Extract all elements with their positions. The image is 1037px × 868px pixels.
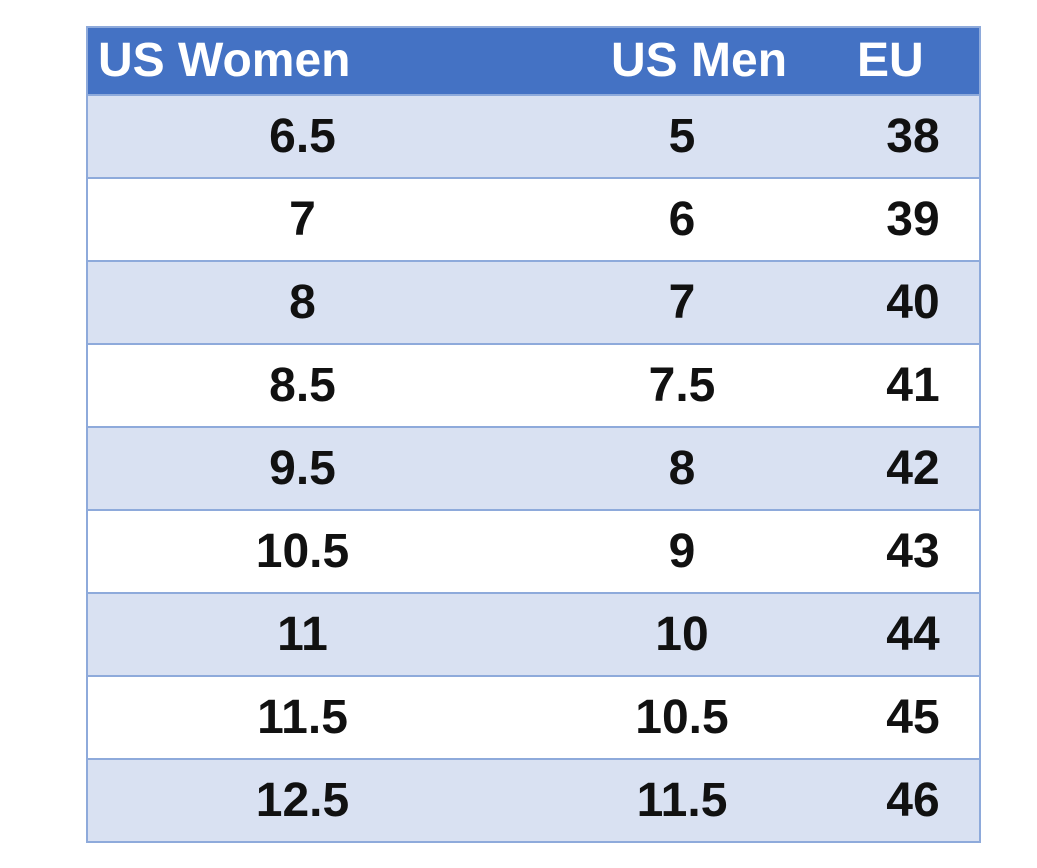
cell-eu: 43 [847, 509, 980, 593]
cell-us-women: 11 [87, 592, 517, 676]
header-row: US Women US Men EU [87, 27, 980, 95]
table-row: 9.5 8 42 [87, 426, 980, 510]
cell-us-women: 8 [87, 260, 517, 344]
cell-us-men: 7 [517, 260, 847, 344]
cell-us-women: 7 [87, 177, 517, 261]
size-conversion-table: US Women US Men EU 6.5 5 38 7 6 39 8 7 4… [86, 26, 981, 843]
table-row: 8 7 40 [87, 260, 980, 344]
cell-us-men: 7.5 [517, 343, 847, 427]
cell-eu: 44 [847, 592, 980, 676]
cell-eu: 46 [847, 758, 980, 842]
cell-us-women: 10.5 [87, 509, 517, 593]
cell-eu: 40 [847, 260, 980, 344]
cell-eu: 42 [847, 426, 980, 510]
cell-us-women: 6.5 [87, 94, 517, 178]
cell-us-men: 10.5 [517, 675, 847, 759]
cell-eu: 39 [847, 177, 980, 261]
table-row: 7 6 39 [87, 177, 980, 261]
cell-us-men: 10 [517, 592, 847, 676]
cell-us-men: 8 [517, 426, 847, 510]
cell-eu: 38 [847, 94, 980, 178]
cell-us-women: 12.5 [87, 758, 517, 842]
header-us-women: US Women [87, 27, 517, 95]
cell-us-women: 11.5 [87, 675, 517, 759]
cell-eu: 41 [847, 343, 980, 427]
header-eu: EU [847, 27, 980, 95]
table-row: 10.5 9 43 [87, 509, 980, 593]
table-row: 11 10 44 [87, 592, 980, 676]
cell-us-men: 6 [517, 177, 847, 261]
table-row: 11.5 10.5 45 [87, 675, 980, 759]
cell-us-women: 9.5 [87, 426, 517, 510]
cell-us-women: 8.5 [87, 343, 517, 427]
table-row: 6.5 5 38 [87, 94, 980, 178]
header-us-men: US Men [517, 27, 847, 95]
table-row: 12.5 11.5 46 [87, 758, 980, 842]
table-row: 8.5 7.5 41 [87, 343, 980, 427]
cell-us-men: 9 [517, 509, 847, 593]
cell-eu: 45 [847, 675, 980, 759]
cell-us-men: 5 [517, 94, 847, 178]
cell-us-men: 11.5 [517, 758, 847, 842]
